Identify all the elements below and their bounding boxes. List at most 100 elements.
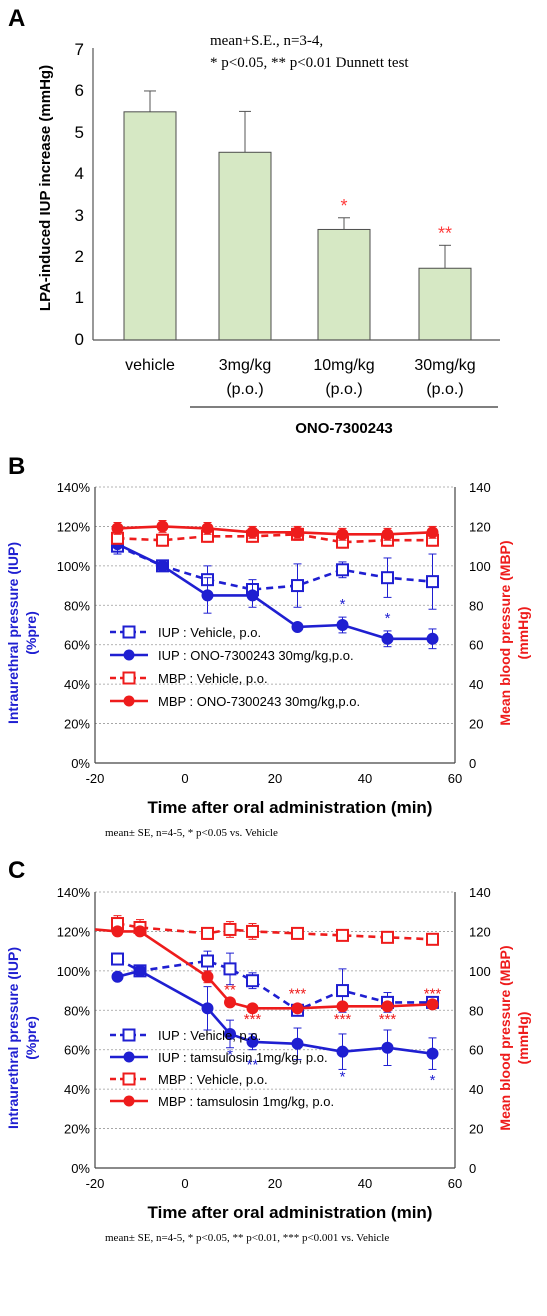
data-point — [426, 998, 439, 1011]
y-tick-label-right: 140 — [469, 480, 491, 495]
data-point — [111, 522, 124, 535]
series-line — [94, 928, 433, 1010]
x-tick-label: 20 — [268, 1176, 282, 1191]
data-point — [156, 559, 169, 572]
y-tick-label-left: 100% — [57, 964, 91, 979]
panel-c: C 0% 20% 40% 60% 80% 100% 120% 140% 0 20 40 60 80 100… — [5, 857, 531, 1244]
x-axis-label: Time after oral administration (min) — [148, 798, 433, 817]
significance-mark: ** — [247, 1056, 259, 1073]
legend-marker — [123, 1051, 135, 1063]
series-line — [117, 533, 433, 544]
legend-marker — [122, 625, 136, 639]
y-tick-label-left: 80% — [64, 598, 90, 613]
data-point — [426, 932, 439, 946]
x-tick-label: 10mg/kg — [313, 357, 374, 374]
data-point — [291, 926, 304, 940]
y-tick-label-right: 120 — [469, 924, 491, 939]
data-point — [224, 1027, 236, 1040]
significance-mark: *** — [424, 985, 442, 1002]
data-point — [223, 962, 237, 976]
legend-label: IUP : Vehicle, p.o. — [158, 625, 261, 640]
x-tick-label: 30mg/kg — [414, 357, 475, 374]
legend-label: IUP : Vehicle, p.o. — [158, 1028, 261, 1043]
y-tick-label-right: 100 — [469, 964, 491, 979]
y-tick-label: 4 — [75, 164, 84, 183]
legend-label: MBP : ONO-7300243 30mg/kg,p.o. — [158, 694, 360, 709]
legend-marker — [123, 695, 135, 707]
series-line — [116, 957, 433, 1012]
data-point — [246, 974, 259, 988]
footnote: mean± SE, n=4-5, * p<0.05 vs. Vehicle — [105, 827, 278, 839]
data-point — [246, 589, 259, 602]
y-tick-label-right: 20 — [469, 717, 483, 732]
group-label: ONO-7300243 — [295, 420, 393, 437]
data-point — [246, 526, 259, 539]
legend-label: MBP : Vehicle, p.o. — [158, 1072, 268, 1087]
data-point — [224, 996, 236, 1009]
data-point — [111, 970, 124, 983]
data-point — [134, 964, 146, 977]
legend-marker — [122, 1028, 136, 1042]
data-point — [336, 984, 349, 998]
data-point — [381, 528, 394, 541]
y-tick-label-right: 140 — [469, 885, 491, 900]
data-point — [426, 526, 439, 539]
line-chart-c: 0% 20% 40% 60% 80% 100% 120% 140% 0 20 40 60 80 100 12… — [5, 885, 531, 1244]
y-axis-label-right: Mean blood pressure (MBP) — [497, 540, 513, 725]
panel-b: B 0% 20% 40% 60% 80% 100% 120% 140% 0 20 40 60 80 100… — [5, 453, 531, 839]
y-tick-label: 2 — [75, 247, 84, 266]
y-tick-label-left: 120% — [57, 924, 91, 939]
data-point — [381, 632, 394, 645]
y-tick-label-right: 40 — [469, 1082, 483, 1097]
bar — [317, 228, 371, 341]
y-tick-label: 3 — [75, 206, 84, 225]
y-tick-label-left: 140% — [57, 480, 91, 495]
significance-mark: ** — [438, 223, 452, 243]
y-axis-label: LPA-induced IUP increase (mmHg) — [37, 65, 54, 311]
panel-a: A LPA-induced IUP increase (mmHg) 0 1 2 … — [8, 5, 500, 437]
y-ticks: 0 1 2 3 4 5 6 7 — [75, 40, 84, 349]
significance-mark: * — [227, 1047, 233, 1064]
y-tick-label-left: 60% — [64, 1043, 90, 1058]
y-tick-label-left: 20% — [64, 717, 90, 732]
bar — [418, 267, 472, 341]
data-point — [246, 924, 259, 938]
x-tick-label: -20 — [86, 1176, 105, 1191]
data-point — [291, 1002, 304, 1015]
legend-marker — [122, 1072, 136, 1086]
x-tick-label: 0 — [181, 771, 188, 786]
y-tick-label-left: 120% — [57, 519, 91, 534]
footnote: mean± SE, n=4-5, * p<0.05, ** p<0.01, **… — [105, 1232, 389, 1244]
y-tick-label-left: 20% — [64, 1122, 90, 1137]
legend-marker — [123, 649, 135, 661]
y-tick-label-left: 140% — [57, 885, 91, 900]
x-tick-label: 60 — [448, 771, 462, 786]
x-tick-label: -20 — [86, 771, 105, 786]
bar — [123, 111, 177, 341]
y-tick-label-left: 40% — [64, 1082, 90, 1097]
significance-mark: *** — [379, 1011, 397, 1028]
y-axis-label-left: Intraurethral pressure (IUP) — [5, 947, 21, 1129]
series-line — [117, 525, 433, 536]
y-tick-label-left: 80% — [64, 1003, 90, 1018]
data-point — [156, 533, 169, 547]
data-point — [291, 526, 304, 539]
y-tick-label-left: 0% — [71, 756, 90, 771]
panel-label-b: B — [8, 453, 25, 480]
y-tick-label-right: 60 — [469, 638, 483, 653]
data-point — [291, 579, 304, 593]
x-tick-label: 40 — [358, 771, 372, 786]
y-tick-label-left: 0% — [71, 1161, 90, 1176]
data-point — [201, 970, 214, 983]
data-point — [381, 571, 394, 585]
y-tick-label-right: 20 — [469, 1122, 483, 1137]
data-point — [201, 926, 214, 940]
data-point — [336, 619, 349, 631]
legend-label: IUP : ONO-7300243 30mg/kg,p.o. — [158, 648, 354, 663]
legend: IUP : Vehicle, p.o. IUP : ONO-7300243 30m… — [110, 625, 360, 709]
panel-label-a: A — [8, 5, 25, 32]
data-point — [381, 930, 394, 944]
significance-mark: *** — [289, 985, 307, 1002]
data-point — [336, 1045, 349, 1058]
